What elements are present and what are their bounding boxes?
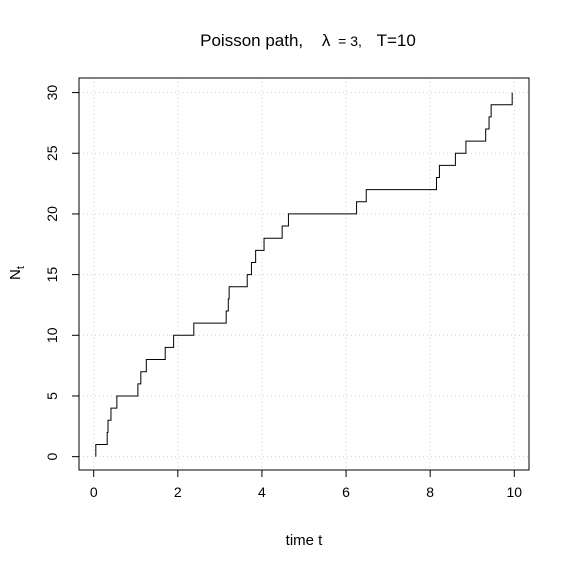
y-tick-label: 0	[44, 453, 60, 461]
x-tick-label: 2	[174, 484, 182, 500]
y-tick-label: 25	[44, 145, 60, 161]
x-tick-label: 4	[258, 484, 266, 500]
y-axis-label-main: N	[7, 269, 24, 280]
svg-text:Nt: Nt	[7, 266, 27, 280]
title-lambda-value: = 3,	[338, 33, 362, 49]
series-step-line	[95, 92, 513, 457]
y-tick-label: 15	[44, 267, 60, 283]
title-prefix: Poisson path,	[200, 31, 303, 50]
y-tick-label: 10	[44, 327, 60, 343]
y-tick-label: 20	[44, 206, 60, 222]
chart-title: Poisson path, λ = 3, T=10	[200, 31, 416, 50]
title-lambda-symbol: λ	[322, 31, 331, 50]
title-T-part: T=10	[377, 31, 416, 50]
y-tick-label: 30	[44, 85, 60, 101]
x-tick-label: 8	[426, 484, 434, 500]
x-tick-label: 6	[342, 484, 350, 500]
x-axis-label: time t	[286, 532, 324, 549]
axis-ticks: 0 2 4 6 8 10 0 5 10 15 20 25 30	[44, 85, 522, 500]
y-tick-label: 5	[44, 392, 60, 400]
grid-lines	[79, 78, 529, 470]
y-axis-label-subscript: t	[15, 266, 27, 269]
y-axis-label: Nt	[7, 266, 27, 280]
x-tick-label: 10	[506, 484, 522, 500]
plot-frame	[78, 77, 530, 471]
x-tick-label: 0	[90, 484, 98, 500]
